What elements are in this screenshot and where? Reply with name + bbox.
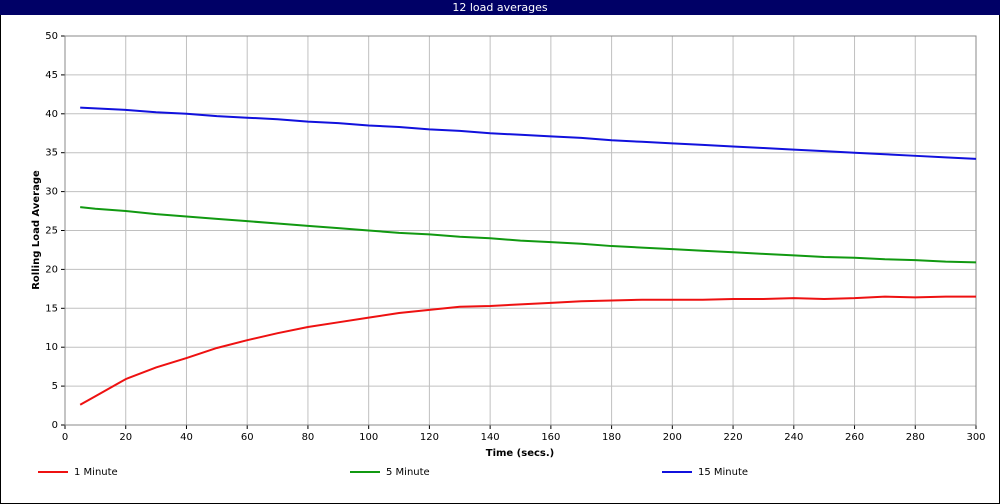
x-tick-label: 60 xyxy=(241,432,254,443)
y-tick-label: 15 xyxy=(45,303,58,314)
x-tick-label: 20 xyxy=(119,432,132,443)
y-tick-label: 45 xyxy=(45,70,58,81)
line xyxy=(80,106,977,160)
chart-title: 12 load averages xyxy=(452,1,548,14)
y-tick-label: 0 xyxy=(52,420,58,431)
y-tick-label: 10 xyxy=(45,342,58,353)
x-tick-label: 160 xyxy=(541,432,560,443)
legend-label: 1 Minute xyxy=(74,467,118,478)
line xyxy=(80,206,977,264)
x-tick-label: 280 xyxy=(906,432,925,443)
y-tick-label: 30 xyxy=(45,187,58,198)
x-tick-label: 120 xyxy=(420,432,439,443)
x-tick-label: 240 xyxy=(784,432,803,443)
x-tick-label: 180 xyxy=(602,432,621,443)
legend-label: 5 Minute xyxy=(386,467,430,478)
x-tick-label: 220 xyxy=(724,432,743,443)
x-tick-label: 40 xyxy=(180,432,193,443)
x-tick-label: 140 xyxy=(481,432,500,443)
x-tick-label: 200 xyxy=(663,432,682,443)
line xyxy=(79,295,976,406)
x-tick-label: 80 xyxy=(302,432,315,443)
y-axis-label: Rolling Load Average xyxy=(31,170,42,290)
x-tick-label: 0 xyxy=(62,432,68,443)
x-tick-label: 300 xyxy=(966,432,985,443)
legend-label: 15 Minute xyxy=(698,467,748,478)
y-tick-label: 20 xyxy=(45,264,58,275)
x-tick-label: 260 xyxy=(845,432,864,443)
y-tick-label: 5 xyxy=(52,381,58,392)
y-tick-label: 50 xyxy=(45,31,58,42)
title-bar xyxy=(0,0,1000,15)
y-tick-label: 35 xyxy=(45,148,58,159)
plot-border xyxy=(64,35,977,426)
x-axis-label: Time (secs.) xyxy=(486,448,555,459)
x-tick-label: 100 xyxy=(359,432,378,443)
y-tick-label: 25 xyxy=(45,226,58,237)
y-tick-label: 40 xyxy=(45,109,58,120)
